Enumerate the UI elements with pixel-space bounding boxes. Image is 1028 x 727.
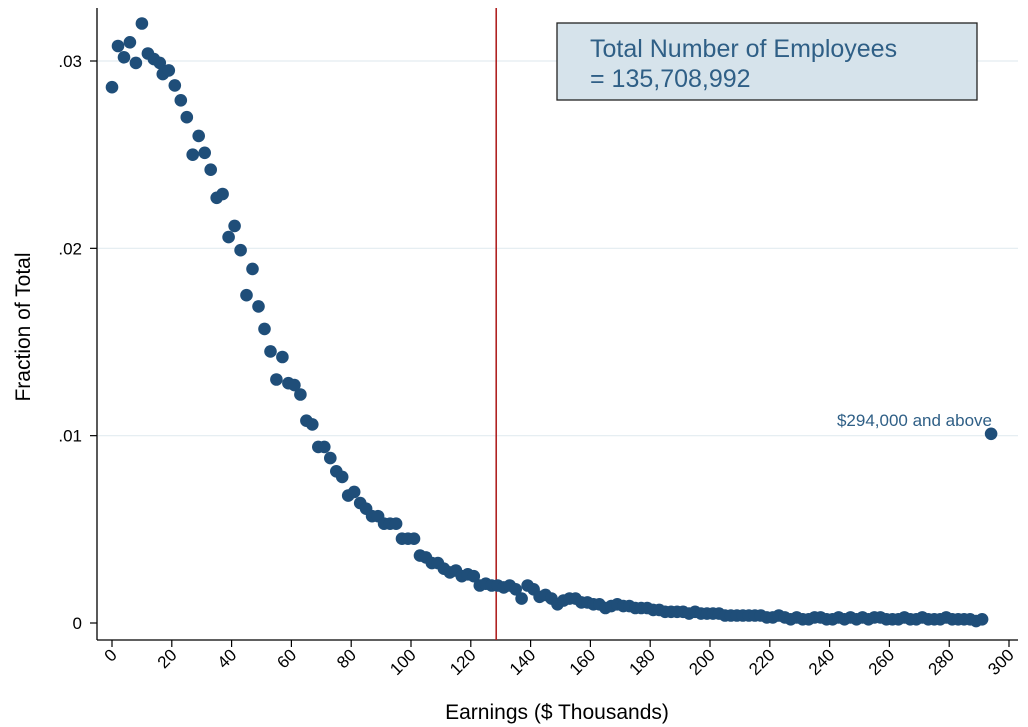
x-tick-label: 200 bbox=[685, 645, 718, 678]
data-point bbox=[240, 288, 253, 302]
y-tick-label: .03 bbox=[58, 52, 82, 71]
data-point bbox=[123, 36, 137, 49]
data-point bbox=[515, 592, 528, 605]
data-point bbox=[174, 94, 188, 107]
x-tick-label: 220 bbox=[745, 645, 778, 678]
x-tick-label: 20 bbox=[154, 645, 181, 672]
data-point bbox=[984, 427, 998, 441]
data-point bbox=[294, 388, 307, 401]
x-axis-title: Earnings ($ Thousands) bbox=[445, 701, 669, 724]
data-point bbox=[270, 373, 283, 386]
data-point bbox=[105, 80, 119, 94]
x-tick-label: 80 bbox=[333, 645, 360, 672]
data-point bbox=[162, 64, 176, 77]
data-point bbox=[288, 378, 301, 392]
x-tick-label: 280 bbox=[925, 645, 958, 678]
x-tick-label: 140 bbox=[506, 645, 539, 678]
data-point bbox=[228, 219, 241, 233]
data-point bbox=[347, 485, 361, 499]
data-point bbox=[252, 300, 265, 313]
data-point bbox=[111, 39, 125, 53]
y-axis-title: Fraction of Total bbox=[12, 252, 35, 401]
data-point bbox=[258, 322, 271, 336]
data-point bbox=[246, 262, 259, 276]
annotation-label: $294,000 and above bbox=[837, 411, 992, 430]
data-point bbox=[335, 470, 349, 484]
y-tick-label: .02 bbox=[58, 239, 82, 258]
data-point bbox=[467, 569, 481, 583]
legend: Total Number of Employees = 135,708,992 bbox=[556, 22, 978, 101]
data-points bbox=[105, 17, 998, 628]
data-point bbox=[153, 56, 167, 70]
x-tick-label: 60 bbox=[273, 645, 300, 672]
data-point bbox=[168, 79, 182, 92]
data-point bbox=[234, 243, 247, 257]
data-point bbox=[407, 532, 421, 545]
data-point bbox=[180, 110, 194, 124]
data-point bbox=[264, 345, 277, 358]
legend-text-line1: Total Number of Employees bbox=[590, 35, 897, 63]
data-point bbox=[222, 230, 235, 244]
data-point bbox=[186, 148, 199, 161]
data-point bbox=[318, 440, 331, 454]
legend-text-line2: = 135,708,992 bbox=[590, 65, 751, 93]
y-tick-label: .01 bbox=[58, 427, 82, 446]
data-point bbox=[117, 51, 131, 64]
data-point bbox=[135, 17, 149, 30]
data-point bbox=[129, 56, 143, 70]
data-point bbox=[198, 146, 211, 160]
x-tick-label: 100 bbox=[386, 645, 419, 678]
x-tick-label: 240 bbox=[805, 645, 838, 678]
data-point bbox=[204, 163, 217, 176]
x-tick-label: 120 bbox=[446, 645, 479, 678]
data-point bbox=[324, 451, 337, 465]
data-point bbox=[192, 129, 205, 143]
x-tick-label: 260 bbox=[865, 645, 898, 678]
y-tick-label: 0 bbox=[73, 614, 82, 633]
x-tick-label: 180 bbox=[626, 645, 659, 678]
data-point bbox=[509, 583, 522, 596]
data-point bbox=[216, 187, 229, 201]
tick-layer: 0 .01 .02 .03 0 20 40 60 80 100 120 140 160 180 200 220… bbox=[58, 52, 1017, 679]
data-point bbox=[389, 517, 403, 530]
data-point bbox=[276, 350, 289, 364]
x-tick-label: 40 bbox=[214, 645, 241, 672]
x-tick-label: 300 bbox=[984, 645, 1017, 678]
data-point bbox=[975, 613, 989, 626]
legend-box bbox=[556, 22, 978, 101]
x-tick-label: 0 bbox=[101, 645, 121, 665]
data-point bbox=[306, 418, 319, 431]
x-tick-label: 160 bbox=[566, 645, 599, 678]
